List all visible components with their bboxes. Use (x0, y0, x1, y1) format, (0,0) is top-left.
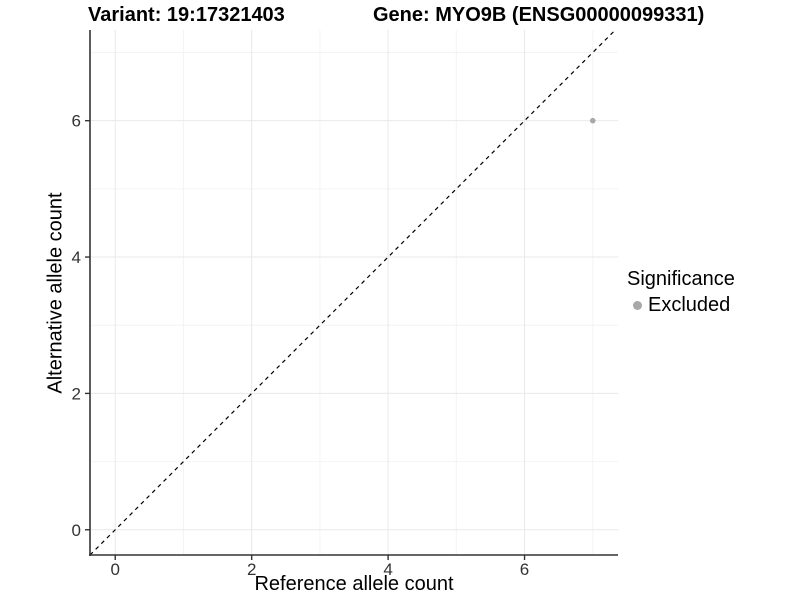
y-axis-title: Alternative allele count (44, 192, 67, 394)
legend-item-excluded: Excluded (627, 294, 735, 317)
y-tick-label: 0 (72, 521, 81, 540)
variant-title: Variant: 19:17321403 (88, 4, 285, 26)
point-swatch-icon (633, 301, 642, 310)
legend-item-label: Excluded (648, 294, 731, 316)
gene-title: Gene: MYO9B (ENSG00000099331) (373, 4, 705, 26)
x-tick-label: 2 (247, 560, 256, 579)
y-tick-label: 4 (72, 248, 81, 267)
legend-title: Significance (627, 268, 735, 290)
data-point (589, 117, 596, 124)
legend: Significance Excluded (627, 268, 735, 317)
y-tick-label: 2 (72, 384, 81, 403)
x-tick-label: 4 (383, 560, 392, 579)
identity-dashed-line (89, 29, 616, 556)
x-tick-label: 6 (520, 560, 529, 579)
plot-panel (90, 30, 618, 555)
x-tick-label: 0 (111, 560, 120, 579)
x-axis-title: Reference allele count (254, 573, 454, 595)
y-tick-label: 6 (72, 112, 81, 131)
